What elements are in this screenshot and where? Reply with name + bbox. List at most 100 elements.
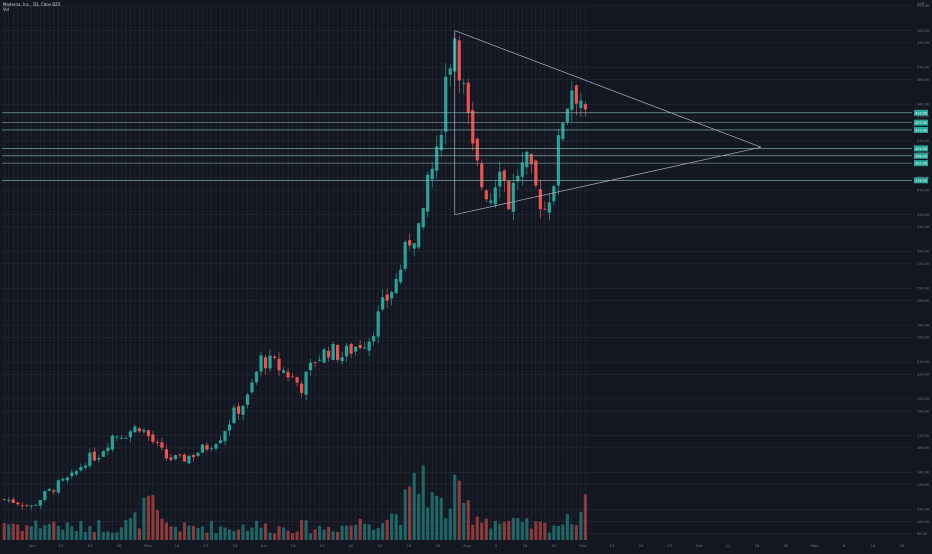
candle-body [191, 455, 196, 458]
candle-body [29, 505, 33, 507]
candle-body [259, 355, 263, 372]
volume-bar [70, 526, 74, 540]
volume-bar [241, 524, 245, 540]
price-tick-label: 190.00 [917, 409, 929, 413]
candle-body [529, 154, 533, 165]
volume-bar [507, 520, 511, 540]
candle-body [146, 430, 150, 437]
candle-body [218, 440, 223, 444]
volume-bar [561, 524, 565, 540]
price-tick-label: 110.00 [917, 508, 929, 512]
candle-body [20, 505, 24, 507]
price-tick-label: 90.00 [917, 532, 927, 536]
time-tick-label: 18 [755, 543, 760, 548]
volume-bar [110, 532, 114, 540]
price-tick-label: 290.00 [917, 287, 929, 291]
candle-body [295, 377, 299, 383]
candle-body [52, 490, 56, 492]
candle-body [507, 181, 511, 210]
volume-bar [146, 495, 150, 540]
level-price-label: 398.00 [915, 154, 927, 158]
candle-body [462, 83, 466, 85]
time-tick-label: 17 [204, 543, 209, 548]
volume-bar [250, 527, 254, 540]
time-axis: Apr 12 19 26 May 10 17 24 Jun 14 21 Jul 12 19 26 Aug 9 16… [29, 543, 905, 548]
candle-body [200, 444, 205, 453]
candle-body [25, 505, 29, 506]
candle-body [268, 355, 272, 369]
candle-body [300, 383, 304, 393]
volume-bar [426, 507, 430, 540]
candle-body [34, 505, 38, 506]
candle-body [340, 357, 344, 362]
candle-body [313, 362, 317, 363]
level-price-tag [914, 177, 928, 184]
price-tick-label: 440.00 [917, 102, 929, 106]
candle-body [137, 428, 141, 432]
candle-body [426, 174, 430, 212]
volume-bar [218, 526, 223, 540]
price-tick-label: 500.00 [917, 29, 929, 33]
price-tick-label: 370.00 [917, 188, 929, 192]
time-tick-label: 26 [117, 543, 122, 548]
price-tick-label: 200.00 [917, 397, 929, 401]
candle-body [173, 455, 178, 459]
time-tick-label: 13 [610, 543, 615, 548]
candle-body [399, 269, 403, 283]
candle-body [439, 134, 443, 151]
candle-body [97, 458, 101, 460]
candle-body [403, 241, 407, 269]
volume-bar [439, 498, 443, 540]
volume-bar [209, 520, 214, 540]
price-tick-label: 380.00 [917, 176, 929, 180]
volume-bar [214, 532, 218, 540]
price-tick-label: 350.00 [917, 213, 929, 217]
candle-body [367, 341, 371, 351]
support-resistance-lines: 433.00 425.00 419.00 404.00 398.00 392.00 378.… [2, 109, 928, 184]
candle-body [565, 108, 569, 123]
candle-body [178, 454, 182, 456]
candle-body [133, 426, 137, 433]
volume-bar [200, 526, 205, 540]
price-tick-label: 100.00 [917, 520, 929, 524]
volume-bar [502, 522, 506, 540]
candle-body [417, 223, 421, 248]
price-tick-label: 400.00 [917, 152, 929, 156]
volume-bar [534, 521, 538, 540]
price-tick-label: 520.00 [917, 4, 929, 8]
volume-bar [227, 529, 232, 540]
symbol-label: Moderna, Inc., 1D, Cboe BZX [3, 2, 61, 7]
volume-bar [272, 533, 277, 540]
volume-bar [498, 523, 502, 540]
time-tick-label: Apr [29, 543, 36, 548]
candle-body [309, 362, 313, 371]
volume-bar [516, 518, 520, 540]
candle-body [345, 345, 349, 357]
level-price-label: 419.00 [915, 128, 927, 132]
candles [2, 33, 587, 510]
level-price-tag [914, 119, 928, 126]
volume-bar [115, 532, 119, 540]
volume-bar [43, 525, 47, 540]
candle-body [520, 162, 524, 177]
volume-bar [345, 525, 349, 540]
volume-bar [128, 518, 132, 540]
volume-bar [322, 529, 326, 540]
volume-bar [570, 524, 574, 540]
candle-body [552, 186, 556, 202]
price-tick-label: 430.00 [917, 115, 929, 119]
volume-bar [511, 517, 515, 540]
candle-body [182, 454, 187, 462]
price-tick-label: 170.00 [917, 434, 929, 438]
candle-body [209, 448, 214, 450]
volume-bar [493, 520, 497, 540]
price-tick-label: 130.00 [917, 483, 929, 487]
time-tick-label: 12 [378, 543, 383, 548]
volume-bar [480, 522, 484, 540]
level-price-label: 433.00 [915, 111, 927, 115]
volume-bar [236, 529, 241, 540]
volume-bar [97, 520, 101, 540]
candle-body [516, 175, 520, 182]
